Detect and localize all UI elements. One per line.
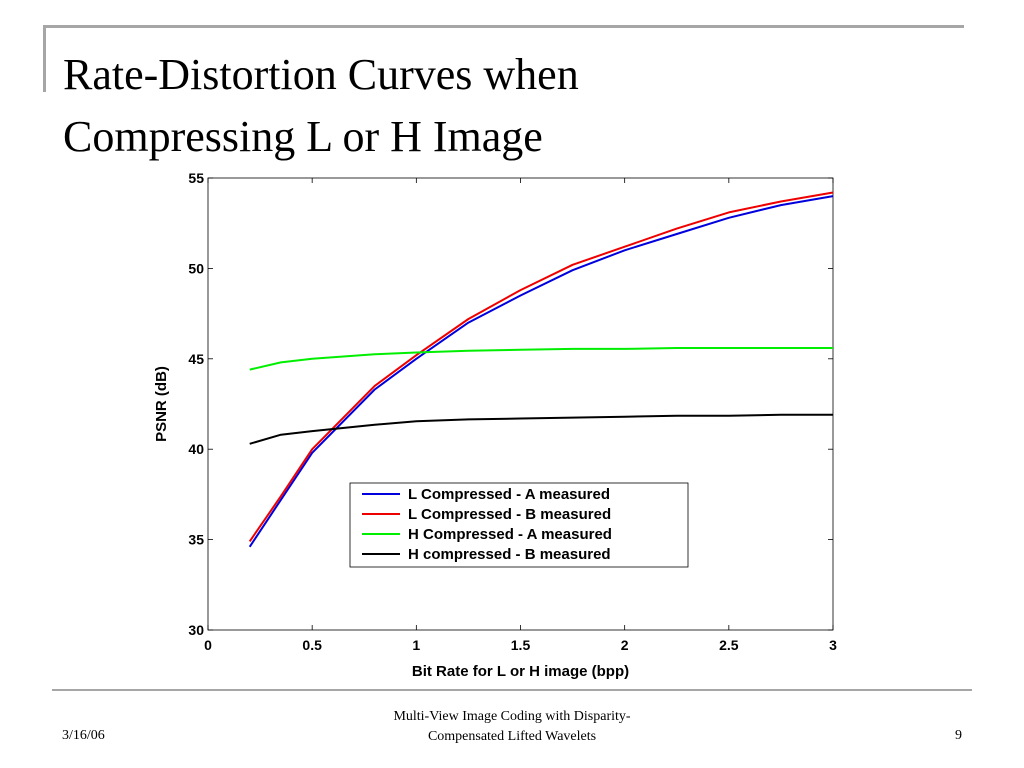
x-tick-label: 0	[204, 637, 212, 653]
x-tick-label: 3	[829, 637, 837, 653]
left-accent-rule	[43, 28, 46, 92]
legend-label-1: L Compressed - A measured	[408, 486, 610, 503]
footer-date: 3/16/06	[62, 728, 105, 743]
legend-label-3: H Compressed - A measured	[408, 526, 612, 543]
x-axis-label: Bit Rate for L or H image (bpp)	[412, 663, 629, 680]
slide-title-line-1: Rate-Distortion Curves when	[63, 50, 579, 99]
bottom-rule	[52, 689, 972, 691]
x-tick-label: 0.5	[302, 637, 322, 653]
footer-title-line-1: Multi-View Image Coding with Disparity-	[393, 709, 631, 724]
legend-label-2: L Compressed - B measured	[408, 506, 611, 523]
slide-title: Rate-Distortion Curves when Compressing …	[63, 44, 963, 168]
x-axis-ticks: 0 0.5 1 1.5 2 2.5 3	[204, 178, 837, 653]
series-line-3	[249, 347, 833, 371]
y-tick-label: 45	[188, 351, 204, 367]
chart-legend: L Compressed - A measured L Compressed - …	[349, 482, 689, 568]
x-tick-label: 1.5	[511, 637, 531, 653]
footer-presentation-title: Multi-View Image Coding with Disparity- …	[357, 707, 667, 747]
y-axis-label: PSNR (dB)	[153, 366, 170, 442]
rate-distortion-chart: 30 35 40 45 50 55 0 0.5 1 1.5 2 2.5 3 Bit Rate for …	[140, 165, 850, 685]
x-tick-label: 2	[621, 637, 629, 653]
y-tick-label: 55	[188, 170, 204, 186]
y-tick-label: 30	[188, 622, 204, 638]
series-line-2	[248, 191, 834, 542]
y-tick-label: 35	[188, 532, 204, 548]
footer-title-line-2: Compensated Lifted Wavelets	[427, 729, 597, 744]
series-line-4	[249, 413, 833, 445]
chart-svg: 30 35 40 45 50 55 0 0.5 1 1.5 2 2.5 3 Bit Rate for …	[153, 170, 837, 680]
y-tick-label: 40	[188, 441, 204, 457]
y-axis-ticks: 30 35 40 45 50 55	[188, 170, 833, 638]
slide-title-line-2: Compressing L or H Image	[63, 112, 543, 161]
top-rule	[43, 25, 964, 28]
x-tick-label: 2.5	[719, 637, 739, 653]
page-number: 9	[955, 728, 962, 743]
series-lines	[248, 191, 834, 548]
series-line-1	[248, 195, 834, 548]
x-tick-label: 1	[412, 637, 420, 653]
legend-box	[349, 482, 689, 568]
legend-label-4: H compressed - B measured	[408, 546, 611, 563]
y-tick-label: 50	[188, 260, 204, 276]
